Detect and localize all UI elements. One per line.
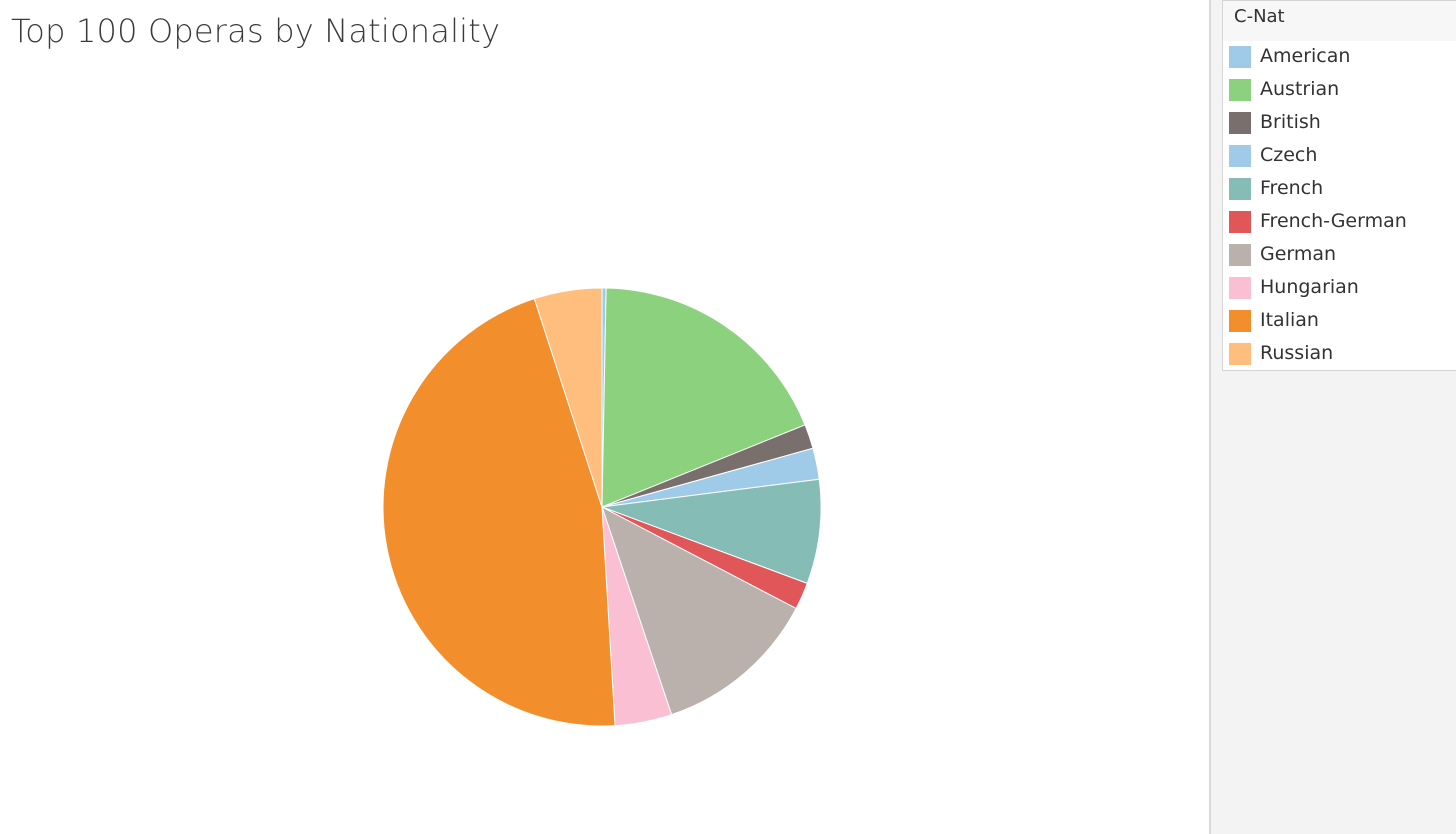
legend-swatch bbox=[1229, 244, 1251, 266]
legend-label: British bbox=[1260, 111, 1321, 133]
legend-label: Russian bbox=[1260, 342, 1334, 364]
pie-slice-austrian[interactable] bbox=[601, 287, 806, 508]
legend-swatch bbox=[1229, 46, 1251, 68]
legend-item-austrian[interactable]: Austrian bbox=[1223, 74, 1456, 107]
pie-slice-french[interactable] bbox=[601, 478, 822, 585]
legend-item-hungarian[interactable]: Hungarian bbox=[1223, 272, 1456, 305]
legend-title: C-Nat bbox=[1223, 1, 1456, 41]
legend-swatch bbox=[1229, 79, 1251, 101]
legend-label: Austrian bbox=[1260, 78, 1340, 100]
legend-item-french-german[interactable]: French-German bbox=[1223, 206, 1456, 239]
legend-item-italian[interactable]: Italian bbox=[1223, 305, 1456, 338]
pie-chart bbox=[382, 287, 822, 727]
side-panel: C-Nat American Austrian British Czech French… bbox=[1209, 0, 1456, 834]
pie-slice-russian[interactable] bbox=[533, 287, 603, 508]
legend-label: French bbox=[1260, 177, 1324, 199]
worksheet-area: Top 100 Operas by Nationality bbox=[11, 12, 822, 727]
legend-swatch bbox=[1229, 343, 1251, 365]
legend-list: American Austrian British Czech French French… bbox=[1223, 41, 1456, 371]
legend-item-russian[interactable]: Russian bbox=[1223, 338, 1456, 371]
legend-swatch bbox=[1229, 178, 1251, 200]
legend-item-american[interactable]: American bbox=[1223, 41, 1456, 74]
legend-label: American bbox=[1260, 45, 1351, 67]
legend-item-czech[interactable]: Czech bbox=[1223, 140, 1456, 173]
legend-swatch bbox=[1229, 277, 1251, 299]
legend-swatch bbox=[1229, 145, 1251, 167]
legend-swatch bbox=[1229, 211, 1251, 233]
color-legend[interactable]: C-Nat American Austrian British Czech French… bbox=[1222, 0, 1456, 371]
legend-item-german[interactable]: German bbox=[1223, 239, 1456, 272]
legend-swatch bbox=[1229, 112, 1251, 134]
legend-label: Czech bbox=[1260, 144, 1318, 166]
pie-slice-german[interactable] bbox=[601, 505, 797, 716]
chart-title: Top 100 Operas by Nationality bbox=[11, 12, 501, 50]
legend-label: Italian bbox=[1260, 309, 1319, 331]
legend-label: German bbox=[1260, 243, 1337, 265]
legend-item-french[interactable]: French bbox=[1223, 173, 1456, 206]
legend-label: Hungarian bbox=[1260, 276, 1359, 298]
pie-slice-italian[interactable] bbox=[382, 298, 616, 727]
legend-label: French-German bbox=[1260, 210, 1407, 232]
legend-item-british[interactable]: British bbox=[1223, 107, 1456, 140]
legend-swatch bbox=[1229, 310, 1251, 332]
